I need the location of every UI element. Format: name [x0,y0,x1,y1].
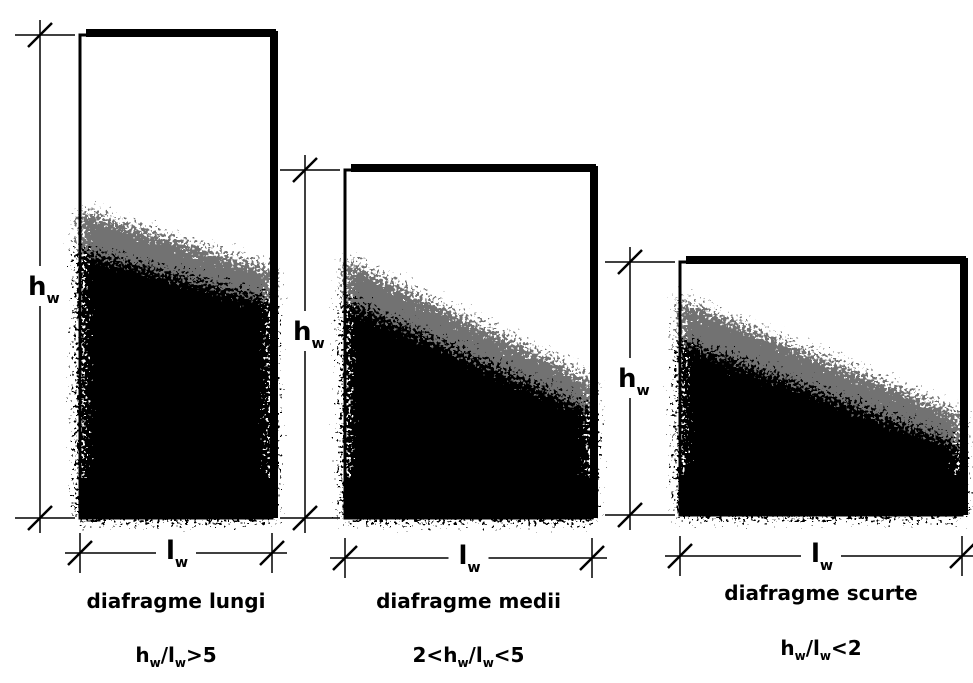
height-label-sub: w [637,383,650,399]
height-label: hw [28,272,60,307]
height-label-main: h [293,317,312,347]
height-label-main: h [618,364,637,394]
label-bg [801,536,841,566]
wall-type: diafragme scurte [724,581,917,605]
ratio-part: /l [161,643,175,667]
tick [292,505,318,531]
wall-type: diafragme medii [376,589,561,613]
length-label-sub: w [467,560,480,576]
ratio-sub: w [457,656,468,670]
height-label-sub: w [312,336,325,352]
height-label-sub: w [47,291,60,307]
tick [667,543,693,569]
length-label: lw [459,541,481,576]
tick [579,545,605,571]
tick [949,543,973,569]
wall-fill [345,300,592,518]
wall-bottom [680,475,962,515]
ratio-part: <2 [831,636,862,660]
tick [259,540,285,566]
length-label: lw [166,536,188,571]
wall-bottom [80,478,272,518]
length-label-main: l [166,536,175,566]
ratio-sub: w [795,649,806,663]
tick [292,157,318,183]
label-bg [612,358,648,398]
tick [27,505,53,531]
label-bg [287,311,323,351]
ratio-sub: w [150,656,161,670]
tick [617,249,643,275]
tick [617,502,643,528]
height-label: hw [293,317,325,352]
wall-type: diafragme lungi [87,589,266,613]
ratio-part: h [135,643,149,667]
length-label-main: l [811,539,820,569]
ratio-sub: w [820,649,831,663]
ratio-sub: w [483,656,494,670]
tick [67,540,93,566]
label-bg [448,538,489,568]
ratio-part: 2<h [413,643,458,667]
label-bg [156,533,196,563]
tick [27,22,53,48]
length-label-sub: w [175,555,188,571]
ratio-part: h [780,636,794,660]
ratio-part: /l [806,636,820,660]
ratio: 2<hw/lw<5 [413,643,525,670]
ratio: hw/lw<2 [780,636,861,663]
wall-bottom [345,478,592,518]
height-label-main: h [28,272,47,302]
ratio-part: >5 [186,643,217,667]
height-label: hw [618,364,650,399]
length-label-sub: w [820,558,833,574]
wall-fill [80,250,272,518]
ratio: hw/lw>5 [135,643,216,670]
tick [332,545,358,571]
length-label: lw [811,539,833,574]
length-label-main: l [459,541,468,571]
ratio-sub: w [175,656,186,670]
ratio-part: /l [469,643,483,667]
wall-fill [680,340,962,515]
label-bg [22,266,58,306]
ratio-part: <5 [494,643,525,667]
